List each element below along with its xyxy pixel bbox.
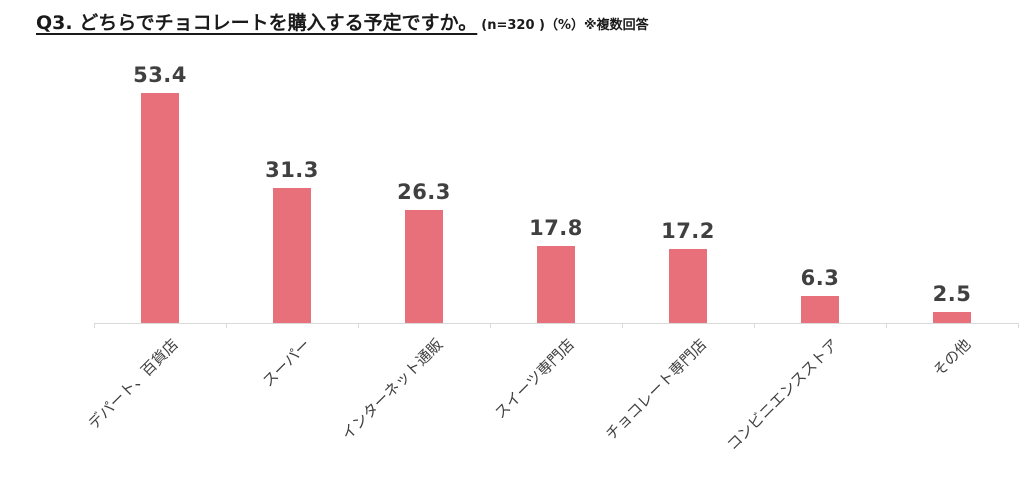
x-axis: [94, 323, 1018, 324]
bar: [273, 188, 311, 323]
category-label: その他: [929, 335, 975, 380]
value-label: 31.3: [265, 158, 319, 182]
bar-column: 6.3 コンビニエンスストア: [724, 58, 886, 478]
bar-column: 2.5 その他: [886, 58, 1018, 478]
bar-column: 17.2 チョコレート専門店: [602, 58, 754, 478]
bar: [669, 249, 707, 323]
bar-column: 53.4 デパート、百貨店: [85, 58, 226, 478]
value-label: 17.8: [529, 216, 583, 240]
value-label: 17.2: [661, 219, 715, 243]
axis-tick: [94, 323, 95, 328]
axis-tick: [226, 323, 227, 328]
axis-tick: [490, 323, 491, 328]
chart-title: Q3. どちらでチョコレートを購入する予定ですか。: [36, 12, 478, 34]
axis-tick: [886, 323, 887, 328]
bar: [933, 312, 971, 323]
bar-column: 31.3 スーパー: [226, 58, 358, 478]
bar: [405, 210, 443, 323]
axis-tick: [358, 323, 359, 328]
chart-subtitle: (n=320 )（%）※複数回答: [481, 18, 649, 33]
bar: [801, 296, 839, 323]
bar-column: 26.3 インターネット通販: [338, 58, 490, 478]
category-label: スイーツ専門店: [491, 335, 579, 423]
bar-chart: 53.4 デパート、百貨店 31.3 スーパー 26.3 インターネット通販 17.8 スイー…: [85, 58, 1019, 478]
value-label: 6.3: [800, 266, 840, 290]
bar-column: 17.8 スイーツ専門店: [490, 58, 622, 478]
axis-tick: [622, 323, 623, 328]
category-label: デパート、百貨店: [84, 335, 183, 433]
bar: [537, 246, 575, 323]
value-label: 53.4: [133, 63, 187, 87]
axis-tick: [1018, 323, 1019, 328]
category-label: スーパー: [259, 335, 315, 391]
value-label: 2.5: [932, 282, 972, 306]
chart-header: Q3. どちらでチョコレートを購入する予定ですか。 (n=320 )（%）※複数回…: [36, 8, 649, 35]
axis-tick: [754, 323, 755, 328]
bar: [141, 93, 179, 323]
value-label: 26.3: [397, 180, 451, 204]
